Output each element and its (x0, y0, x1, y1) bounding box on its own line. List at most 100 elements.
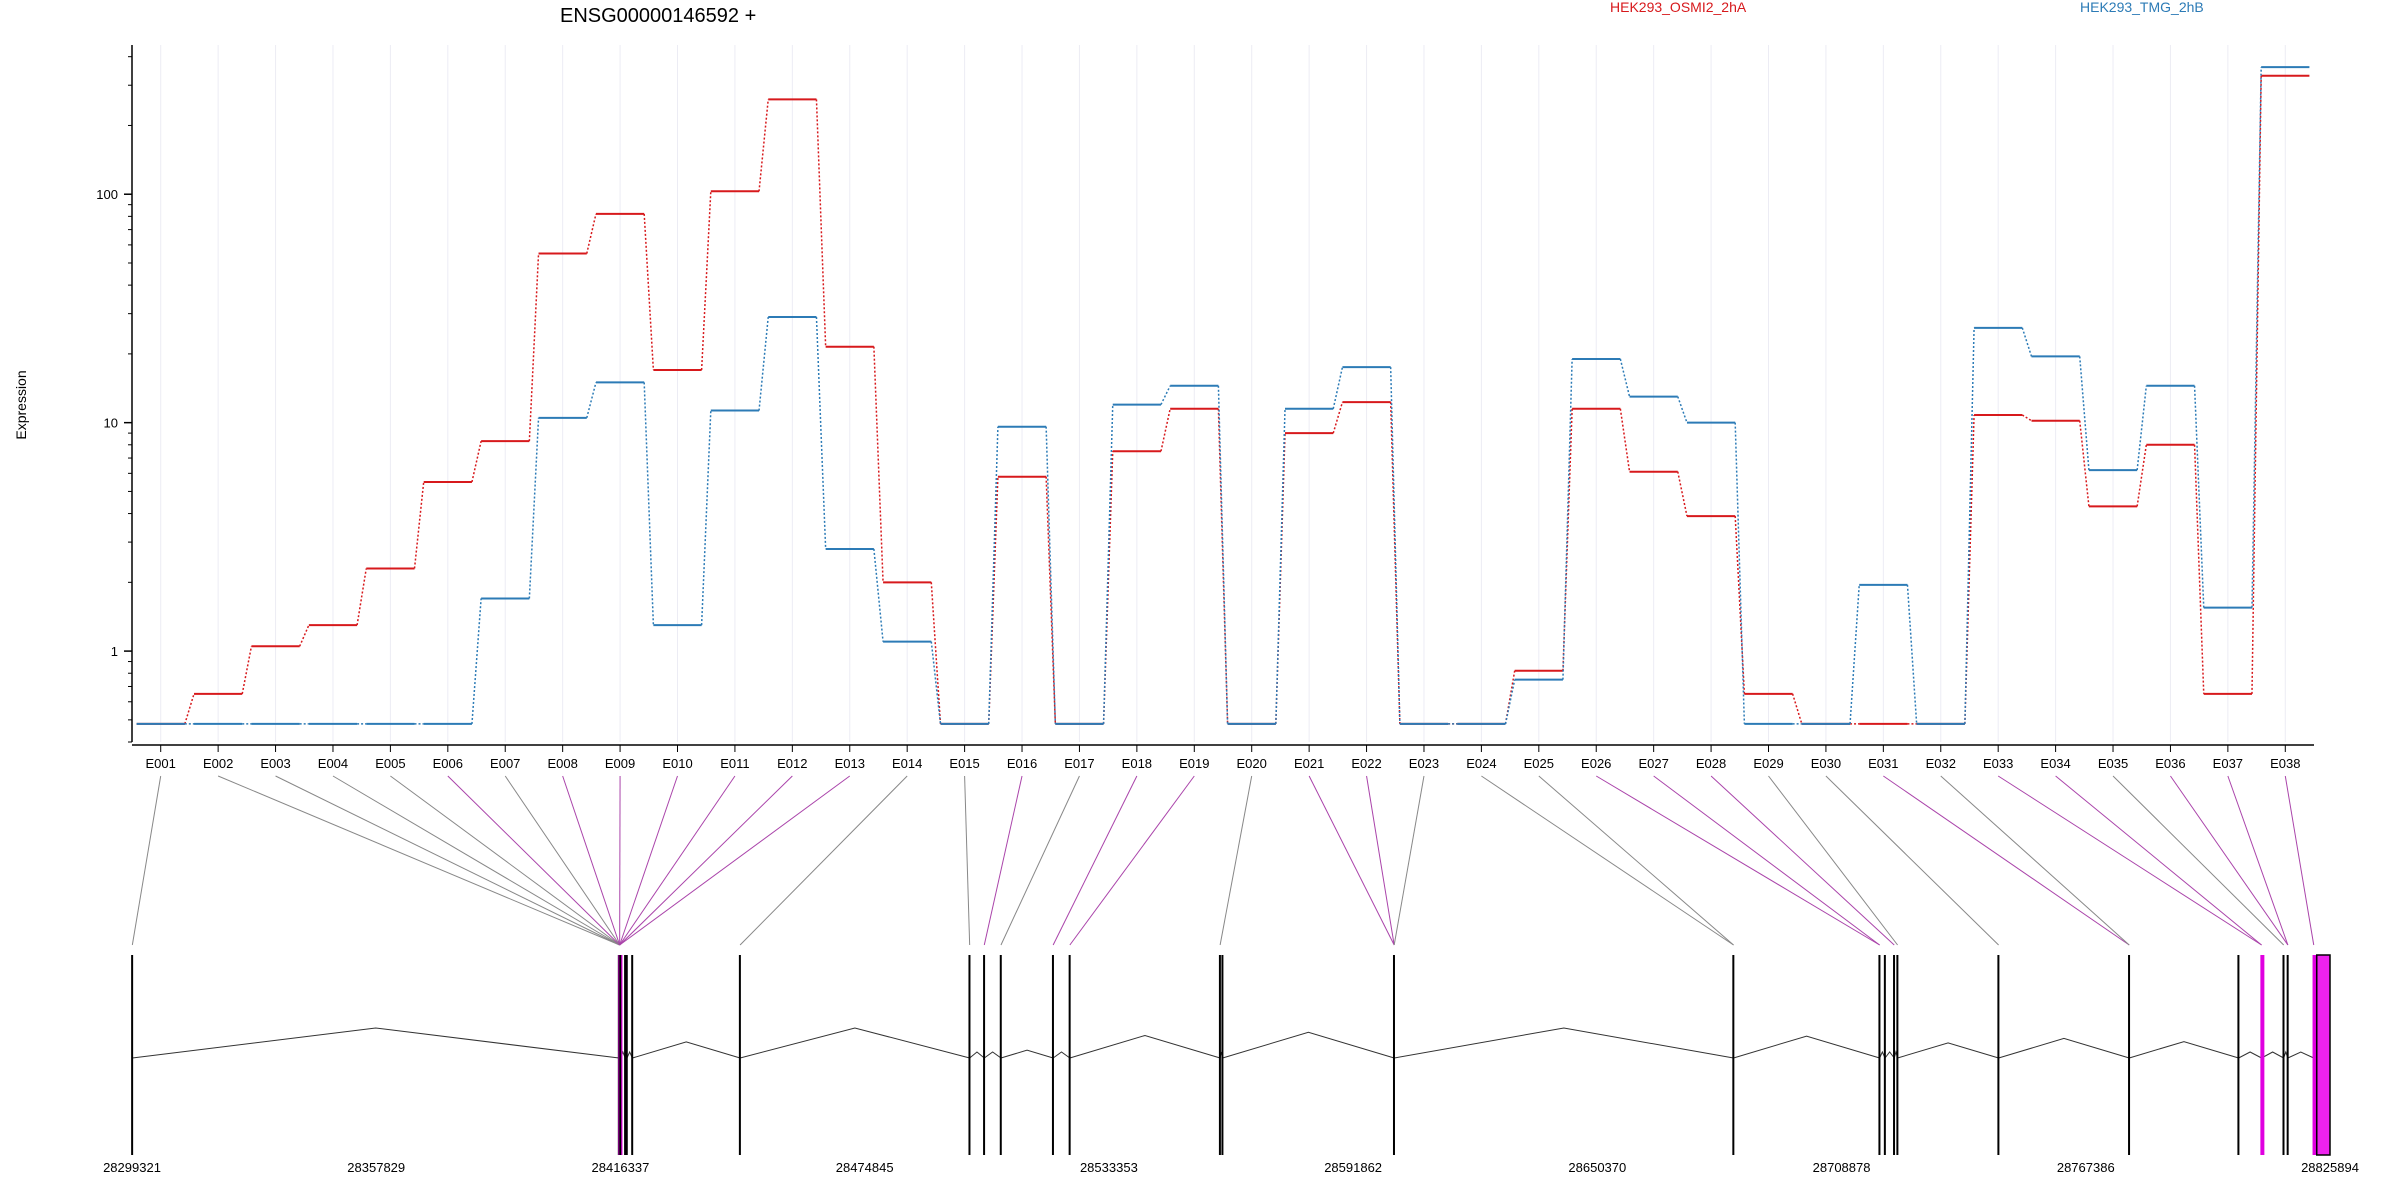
x-axis: E001 E002 E003 E004 E005 E006 E007 E008 E009 E010… (132, 744, 2314, 771)
exon-label: E002 (203, 756, 233, 771)
exon-label: E001 (146, 756, 176, 771)
exon-connector (1710, 775, 1895, 946)
exon-connector (504, 775, 621, 946)
genomic-coordinate-label: 28825894 (2301, 1160, 2359, 1175)
exon-connector (964, 775, 971, 946)
series-connector (2193, 444, 2205, 694)
chart-title: ENSG00000146592 + (560, 5, 756, 27)
series-connector (1619, 358, 1631, 397)
vertical-grid (160, 45, 2286, 742)
series-connector (643, 213, 655, 371)
exon-connector (275, 775, 620, 946)
series-connector (815, 316, 827, 549)
exon-connector (1052, 775, 1138, 946)
series-connector (2078, 356, 2090, 471)
series-connector (1791, 693, 1803, 725)
series-connector (1160, 385, 1171, 405)
y-axis-label: Expression (13, 370, 29, 439)
intron-chevron (132, 1027, 620, 1059)
series-connector (1734, 422, 1746, 724)
exon-bar (624, 955, 627, 1155)
intron-chevron (739, 1027, 970, 1059)
series-connector (2021, 414, 2032, 422)
genomic-coordinate-label: 28533353 (1080, 1160, 1138, 1175)
series-connector (700, 410, 712, 626)
exon-label: E019 (1179, 756, 1209, 771)
exon-connector (2112, 775, 2285, 946)
exon-connectors (131, 775, 2315, 946)
exon-label: E020 (1237, 756, 1267, 771)
exon-bar (631, 955, 634, 1155)
series-tmg (136, 66, 2310, 725)
exon-connector (1000, 775, 1080, 946)
exon-label: E031 (1868, 756, 1898, 771)
exon-connector (1883, 775, 2130, 946)
series-connector (1275, 408, 1286, 724)
series-connector (1562, 358, 1573, 680)
exon-label: E036 (2155, 756, 2185, 771)
exon-bar (2260, 955, 2265, 1155)
exon-bar (1221, 955, 1224, 1155)
series-connector (1045, 476, 1057, 724)
exon-connector (619, 775, 851, 946)
series-connector (1849, 584, 1860, 724)
intron-chevron (1884, 1051, 1895, 1059)
intron-chevron (2238, 1051, 2262, 1059)
exon-label: E005 (375, 756, 405, 771)
exon-bar (2128, 955, 2131, 1155)
exon-connector (2170, 775, 2289, 946)
genomic-coordinate-label: 28591862 (1324, 1160, 1382, 1175)
exon-label: E007 (490, 756, 520, 771)
exon-bar (738, 955, 741, 1155)
exon-bar (131, 955, 134, 1155)
exon-label: E010 (662, 756, 692, 771)
exon-label: E023 (1409, 756, 1439, 771)
y-tick-label: 100 (96, 187, 118, 202)
gene-model (131, 954, 2331, 1156)
exon-connector (562, 775, 621, 946)
exon-label: E024 (1466, 756, 1496, 771)
series-connector (1389, 402, 1401, 724)
exon-bar (2286, 955, 2289, 1155)
series-connector (356, 568, 368, 626)
legend-entry-tmg: HEK293_TMG_2hB (2080, 0, 2204, 15)
exon-connector (739, 775, 908, 946)
series-connector (1619, 408, 1631, 472)
series-connector (241, 646, 253, 694)
series-connector (528, 253, 540, 442)
exon-connector (390, 775, 620, 946)
intron-chevron (2129, 1041, 2239, 1059)
series-connector (1332, 401, 1344, 434)
series-connector (930, 582, 942, 724)
series-connector (1389, 367, 1401, 724)
exon-label: E013 (835, 756, 865, 771)
series-connector (1964, 414, 1975, 724)
exon-label: E026 (1581, 756, 1611, 771)
exon-label: E003 (260, 756, 290, 771)
exon-connector (1308, 775, 1395, 946)
genomic-coordinate-label: 28767386 (2057, 1160, 2115, 1175)
series-layer (136, 66, 2310, 725)
exon-bar (983, 955, 986, 1155)
intron-chevron (2287, 1051, 2314, 1059)
series-connector (586, 382, 597, 419)
exon-label: E030 (1811, 756, 1841, 771)
series-connector (1217, 385, 1229, 724)
series-connector (987, 426, 999, 724)
intron-chevron (1998, 1037, 2130, 1059)
series-connector (1332, 366, 1344, 409)
exon-label: E011 (720, 756, 749, 771)
exon-label: E027 (1638, 756, 1668, 771)
exon-label: E022 (1351, 756, 1381, 771)
exon-bar (2282, 955, 2285, 1155)
genomic-coordinate-label: 28299321 (103, 1160, 161, 1175)
series-osmi2 (136, 74, 2310, 725)
series-connector (1677, 396, 1688, 423)
exon-label: E037 (2213, 756, 2243, 771)
exon-label: E029 (1753, 756, 1783, 771)
coordinate-axis: 28299321 28357829 28416337 28474845 28533353… (103, 1160, 2359, 1175)
exon-bar (1997, 955, 2000, 1155)
exon-connector (2055, 775, 2262, 946)
intron-chevron (1394, 1027, 1734, 1059)
exon-connector (619, 775, 736, 946)
